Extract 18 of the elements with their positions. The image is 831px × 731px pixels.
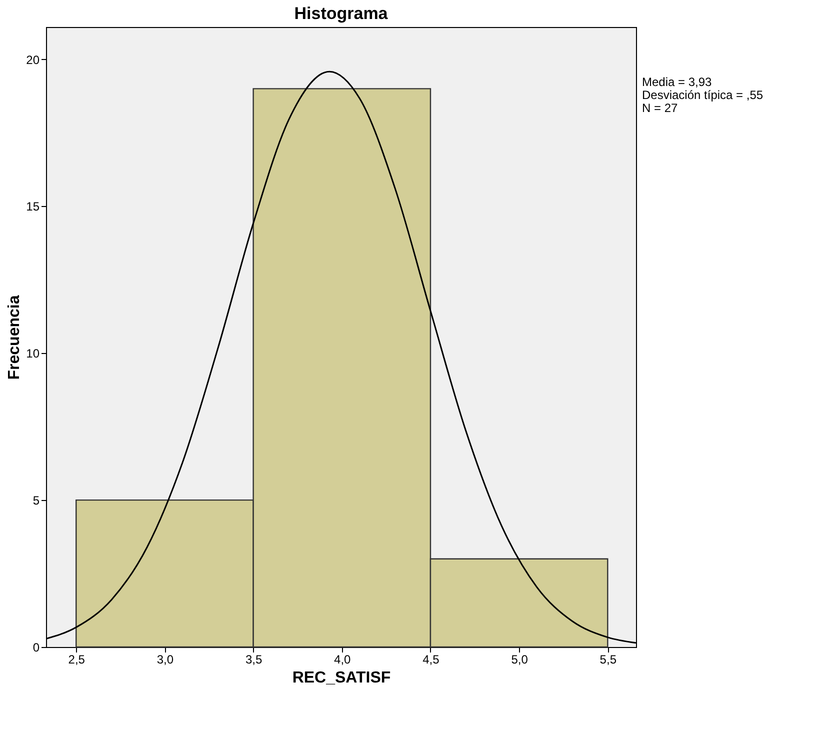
- x-tick-label: 2,5: [68, 652, 86, 666]
- x-tick-label: 4,0: [334, 652, 352, 666]
- x-tick-label: 4,5: [422, 652, 440, 666]
- chart-title: Histograma: [294, 4, 388, 23]
- text: Desviación típica = ,55: [642, 88, 764, 102]
- x-tick-label: 5,5: [600, 652, 617, 666]
- x-tick-label: 3,0: [156, 652, 174, 666]
- text: N = 27: [642, 101, 679, 115]
- y-tick-label: 0: [32, 640, 40, 654]
- x-axis-title: REC_SATISF: [292, 670, 391, 686]
- y-axis-title: Frecuencia: [6, 295, 24, 380]
- y-tick-label: 20: [26, 52, 40, 67]
- text: Media = 3,93: [642, 75, 713, 89]
- y-tick-label: 10: [26, 346, 40, 361]
- y-tick-label: 15: [26, 200, 40, 214]
- y-tick-label: 5: [32, 494, 40, 508]
- x-tick-label: 5,0: [511, 652, 528, 666]
- x-tick-label: 3,5: [245, 652, 262, 666]
